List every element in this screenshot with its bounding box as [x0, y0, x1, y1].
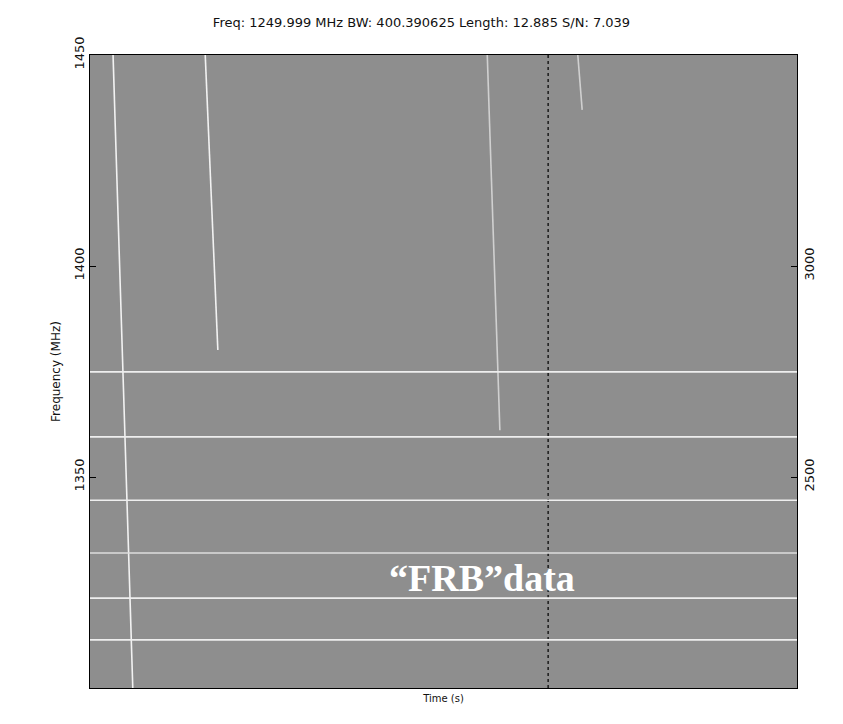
- svg-text:3000: 3000: [802, 248, 817, 281]
- svg-text:2500: 2500: [802, 459, 817, 492]
- svg-text:Time (s): Time (s): [422, 693, 464, 704]
- svg-text:“FRB”data: “FRB”data: [389, 557, 575, 599]
- svg-text:1400: 1400: [72, 248, 87, 281]
- svg-text:Frequency (MHz): Frequency (MHz): [49, 321, 63, 422]
- svg-text:1350: 1350: [72, 459, 87, 492]
- svg-text:1450: 1450: [72, 37, 87, 70]
- svg-text:Freq: 1249.999 MHz BW: 400.390: Freq: 1249.999 MHz BW: 400.390625 Length…: [213, 15, 630, 30]
